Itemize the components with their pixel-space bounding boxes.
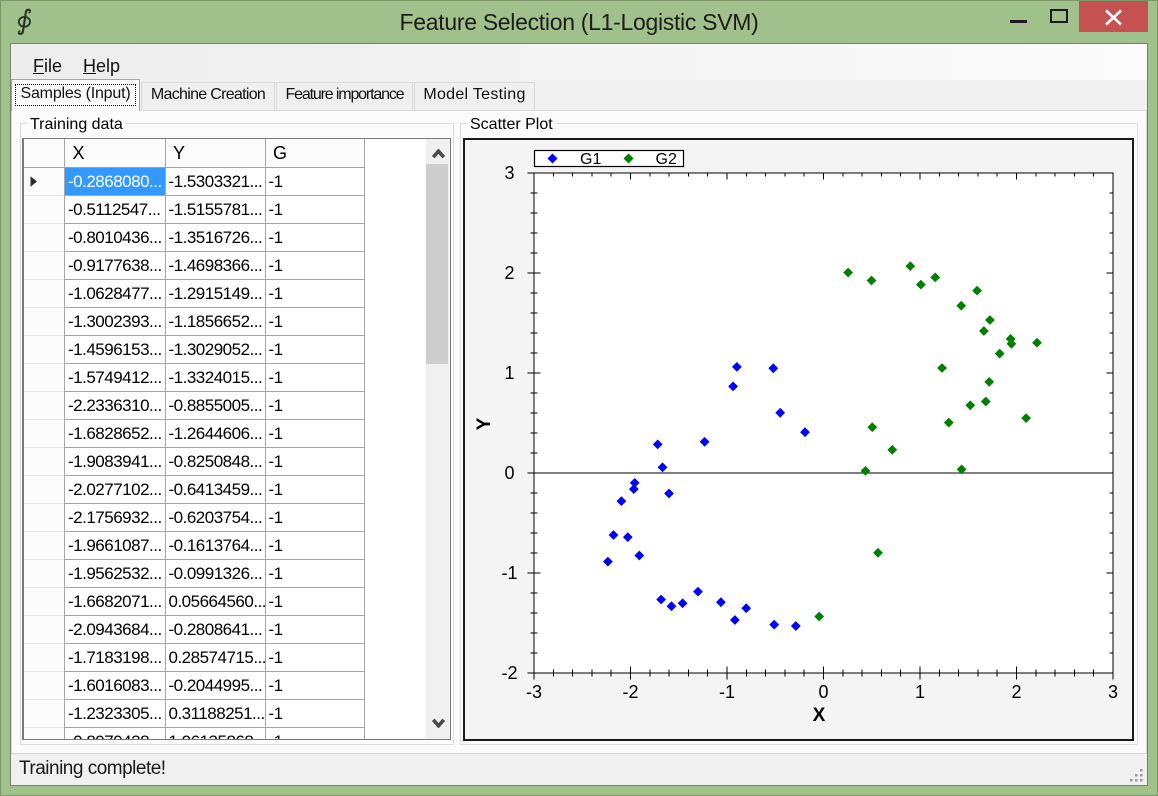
svg-text:2: 2 bbox=[504, 263, 514, 283]
svg-text:0: 0 bbox=[504, 463, 514, 483]
svg-text:-1: -1 bbox=[719, 682, 735, 702]
svg-text:3: 3 bbox=[504, 163, 514, 183]
svg-text:1: 1 bbox=[504, 363, 514, 383]
svg-text:-2: -2 bbox=[501, 663, 517, 683]
svg-text:-3: -3 bbox=[526, 682, 542, 702]
svg-text:G1: G1 bbox=[580, 151, 601, 168]
svg-text:X: X bbox=[813, 705, 826, 726]
svg-text:2: 2 bbox=[1011, 682, 1021, 702]
svg-text:-2: -2 bbox=[622, 682, 638, 702]
svg-text:Y: Y bbox=[474, 417, 495, 430]
svg-text:0: 0 bbox=[818, 682, 828, 702]
svg-text:3: 3 bbox=[1108, 682, 1118, 702]
svg-text:1: 1 bbox=[915, 682, 925, 702]
svg-text:-1: -1 bbox=[501, 563, 517, 583]
svg-text:G2: G2 bbox=[656, 151, 677, 168]
